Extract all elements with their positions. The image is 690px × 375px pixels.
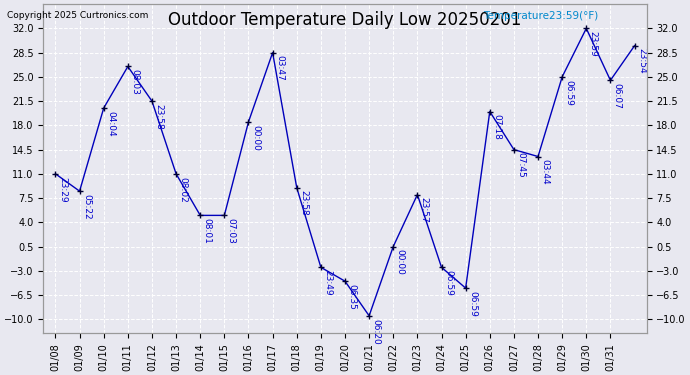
Text: 07:18: 07:18: [492, 114, 501, 140]
Text: 00:00: 00:00: [251, 124, 260, 150]
Text: 06:59: 06:59: [444, 270, 453, 296]
Text: 06:59: 06:59: [468, 291, 477, 317]
Text: 03:47: 03:47: [275, 56, 284, 81]
Text: 08:02: 08:02: [179, 177, 188, 203]
Text: 23:54: 23:54: [637, 48, 646, 74]
Text: 00:00: 00:00: [395, 249, 405, 275]
Text: 06:20: 06:20: [372, 319, 381, 344]
Text: 23:29: 23:29: [58, 177, 67, 202]
Text: Outdoor Temperature Daily Low 20250201: Outdoor Temperature Daily Low 20250201: [168, 11, 522, 29]
Text: 04:04: 04:04: [106, 111, 115, 136]
Text: 07:03: 07:03: [227, 218, 236, 244]
Text: 23:59: 23:59: [589, 31, 598, 57]
Text: 06:07: 06:07: [613, 83, 622, 109]
Text: 03:44: 03:44: [540, 159, 549, 185]
Text: 08:03: 08:03: [130, 69, 139, 95]
Text: 23:49: 23:49: [324, 270, 333, 296]
Text: 23:58: 23:58: [299, 190, 308, 216]
Text: Temperature23:59(°F): Temperature23:59(°F): [483, 11, 598, 21]
Text: 23:57: 23:57: [420, 197, 428, 223]
Text: 06:59: 06:59: [564, 80, 573, 105]
Text: 06:35: 06:35: [348, 284, 357, 310]
Text: 23:58: 23:58: [155, 104, 164, 130]
Text: Copyright 2025 Curtronics.com: Copyright 2025 Curtronics.com: [7, 11, 148, 20]
Text: 08:01: 08:01: [203, 218, 212, 244]
Text: 07:45: 07:45: [516, 152, 525, 178]
Text: 05:22: 05:22: [82, 194, 91, 219]
